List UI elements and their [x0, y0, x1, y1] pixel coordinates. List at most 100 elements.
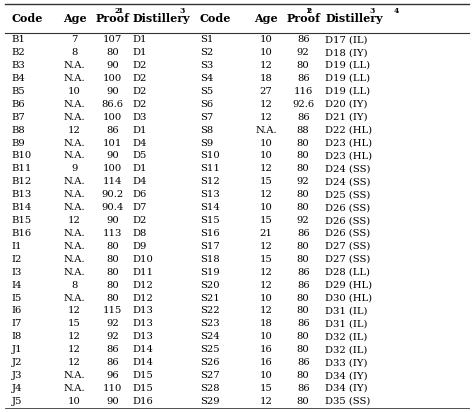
Text: 10: 10	[260, 138, 273, 147]
Text: D6: D6	[132, 190, 147, 199]
Text: 80: 80	[297, 203, 310, 212]
Text: D22 (HL): D22 (HL)	[325, 126, 373, 135]
Text: D2: D2	[132, 61, 147, 70]
Text: N.A.: N.A.	[64, 61, 85, 70]
Text: 1: 1	[117, 7, 122, 14]
Text: D16: D16	[132, 397, 153, 406]
Text: 3: 3	[179, 7, 184, 14]
Text: 80: 80	[297, 397, 310, 406]
Text: N.A.: N.A.	[64, 74, 85, 83]
Text: J2: J2	[12, 358, 22, 367]
Text: B11: B11	[12, 164, 32, 173]
Text: S18: S18	[200, 255, 219, 264]
Text: S27: S27	[200, 371, 219, 380]
Text: 86: 86	[297, 229, 310, 238]
Text: S22: S22	[200, 307, 219, 316]
Text: S4: S4	[200, 74, 213, 83]
Text: I2: I2	[12, 255, 22, 264]
Text: D19 (LL): D19 (LL)	[325, 87, 370, 96]
Text: S10: S10	[200, 152, 219, 160]
Text: D25 (SS): D25 (SS)	[325, 190, 371, 199]
Text: D15: D15	[132, 384, 154, 393]
Text: D15: D15	[132, 371, 154, 380]
Text: 80: 80	[106, 268, 119, 277]
Text: D35 (SS): D35 (SS)	[325, 397, 371, 406]
Text: 80: 80	[297, 164, 310, 173]
Text: 116: 116	[293, 87, 313, 96]
Text: D19 (LL): D19 (LL)	[325, 61, 370, 70]
Text: 115: 115	[103, 307, 122, 316]
Text: 18: 18	[260, 319, 273, 328]
Text: 10: 10	[260, 371, 273, 380]
Text: 8: 8	[71, 48, 78, 57]
Text: S28: S28	[200, 384, 219, 393]
Text: Distillery: Distillery	[132, 13, 190, 24]
Text: B1: B1	[12, 35, 26, 44]
Text: S13: S13	[200, 190, 219, 199]
Text: Code: Code	[200, 13, 231, 24]
Text: 86: 86	[297, 319, 310, 328]
Text: D9: D9	[132, 242, 147, 251]
Text: 12: 12	[260, 397, 273, 406]
Text: 80: 80	[106, 281, 119, 290]
Text: B5: B5	[12, 87, 26, 96]
Text: 10: 10	[68, 397, 81, 406]
Text: D34 (IY): D34 (IY)	[325, 371, 368, 380]
Text: D17 (IL): D17 (IL)	[325, 35, 368, 44]
Text: 12: 12	[260, 281, 273, 290]
Text: 12: 12	[260, 61, 273, 70]
Text: 80: 80	[297, 371, 310, 380]
Text: 3: 3	[370, 7, 375, 14]
Text: 90: 90	[106, 152, 119, 160]
Text: 80: 80	[297, 255, 310, 264]
Text: Proof: Proof	[96, 13, 130, 24]
Text: B6: B6	[12, 100, 25, 109]
Text: S17: S17	[200, 242, 219, 251]
Text: D33 (IY): D33 (IY)	[325, 358, 368, 367]
Text: N.A.: N.A.	[64, 177, 85, 186]
Text: B4: B4	[12, 74, 26, 83]
Text: 90: 90	[106, 61, 119, 70]
Text: D31 (IL): D31 (IL)	[325, 319, 368, 328]
Text: B9: B9	[12, 138, 26, 147]
Text: D1: D1	[132, 126, 147, 135]
Text: 90.4: 90.4	[101, 203, 124, 212]
Text: 80: 80	[297, 294, 310, 302]
Text: B8: B8	[12, 126, 26, 135]
Text: S9: S9	[200, 138, 213, 147]
Text: 15: 15	[260, 255, 273, 264]
Text: D26 (SS): D26 (SS)	[325, 203, 371, 212]
Text: 2: 2	[307, 7, 312, 14]
Text: S3: S3	[200, 61, 213, 70]
Text: D26 (SS): D26 (SS)	[325, 229, 371, 238]
Text: 86: 86	[297, 74, 310, 83]
Text: D32 (IL): D32 (IL)	[325, 345, 368, 354]
Text: B13: B13	[12, 190, 32, 199]
Text: D10: D10	[132, 255, 154, 264]
Text: 80: 80	[297, 138, 310, 147]
Text: I8: I8	[12, 332, 22, 341]
Text: 92: 92	[297, 216, 310, 225]
Text: 101: 101	[103, 138, 122, 147]
Text: 80: 80	[297, 242, 310, 251]
Text: Age: Age	[63, 13, 86, 24]
Text: 86: 86	[107, 345, 119, 354]
Text: 80: 80	[106, 48, 119, 57]
Text: S6: S6	[200, 100, 213, 109]
Text: 80: 80	[106, 294, 119, 302]
Text: 9: 9	[71, 164, 78, 173]
Text: 16: 16	[260, 345, 273, 354]
Text: 114: 114	[103, 177, 122, 186]
Text: I6: I6	[12, 307, 22, 316]
Text: D23 (HL): D23 (HL)	[325, 152, 373, 160]
Text: 86: 86	[297, 112, 310, 122]
Text: I7: I7	[12, 319, 22, 328]
Text: D30 (HL): D30 (HL)	[325, 294, 373, 302]
Text: 80: 80	[297, 332, 310, 341]
Text: S5: S5	[200, 87, 213, 96]
Text: D2: D2	[132, 216, 147, 225]
Text: 80: 80	[297, 152, 310, 160]
Text: 88: 88	[297, 126, 310, 135]
Text: S12: S12	[200, 177, 219, 186]
Text: I3: I3	[12, 268, 22, 277]
